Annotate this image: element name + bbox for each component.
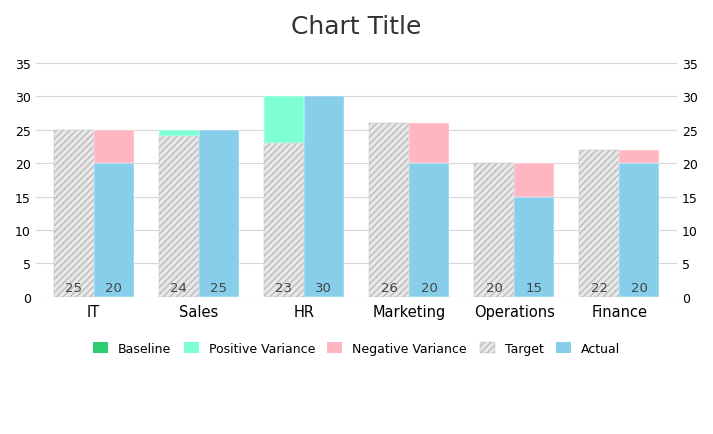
Bar — [53, 131, 93, 297]
Text: 22: 22 — [591, 281, 608, 294]
Text: 20: 20 — [486, 281, 503, 294]
Bar — [514, 197, 554, 297]
Bar — [620, 164, 660, 297]
Text: 20: 20 — [421, 281, 438, 294]
Text: 25: 25 — [210, 281, 227, 294]
Text: 25: 25 — [65, 281, 82, 294]
Bar — [159, 137, 199, 297]
Bar — [159, 131, 199, 137]
Bar — [369, 124, 409, 297]
Bar — [580, 151, 620, 297]
Bar — [514, 164, 554, 197]
Text: 26: 26 — [381, 281, 398, 294]
Bar — [304, 97, 344, 297]
Text: 20: 20 — [631, 281, 648, 294]
Text: 20: 20 — [105, 281, 122, 294]
Bar — [264, 97, 304, 144]
Bar — [93, 131, 133, 164]
Bar — [264, 144, 304, 297]
Title: Chart Title: Chart Title — [292, 15, 421, 39]
Legend: Baseline, Positive Variance, Negative Variance, Target, Actual: Baseline, Positive Variance, Negative Va… — [88, 337, 625, 360]
Bar — [620, 151, 660, 164]
Bar — [409, 124, 449, 164]
Bar — [409, 164, 449, 297]
Text: 23: 23 — [275, 281, 292, 294]
Text: 15: 15 — [525, 281, 543, 294]
Bar — [93, 164, 133, 297]
Text: 30: 30 — [315, 281, 332, 294]
Text: 24: 24 — [170, 281, 188, 294]
Bar — [199, 131, 239, 297]
Bar — [474, 164, 514, 297]
